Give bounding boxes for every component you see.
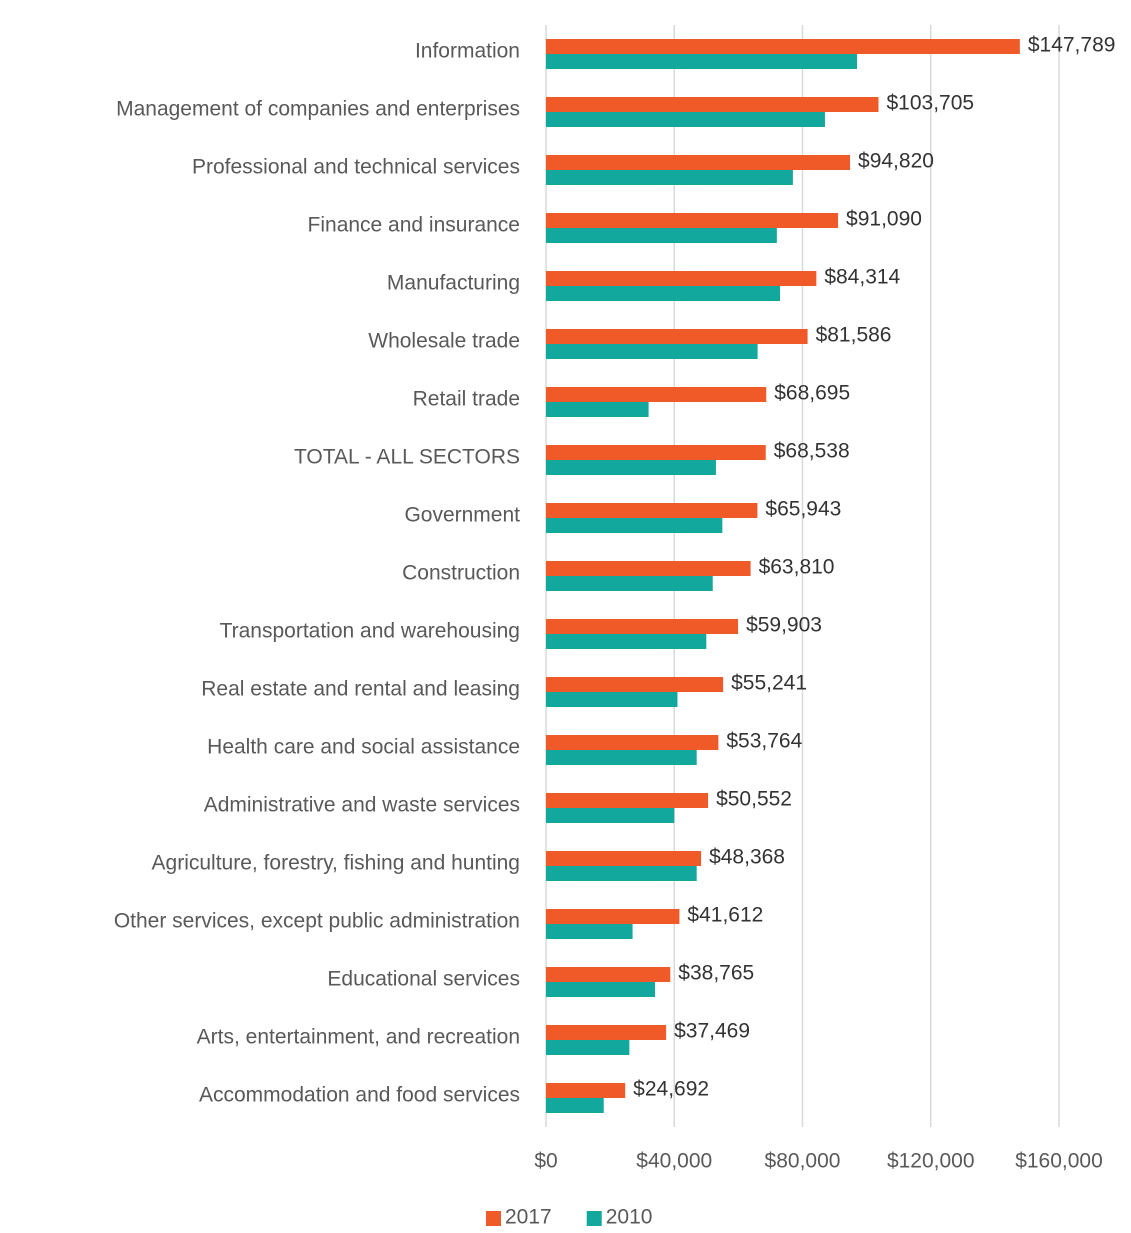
bar [546,692,678,707]
y-tick-label: Manufacturing [387,272,520,295]
bar [546,851,702,866]
bar [546,213,839,228]
bar [546,112,825,127]
value-label: $24,692 [633,1078,709,1101]
y-tick-label: Other services, except public administra… [114,910,520,933]
x-tick-label: $80,000 [765,1150,841,1173]
legend-label: 2017 [505,1206,552,1229]
bar [546,1098,604,1113]
value-label: $55,241 [731,672,807,695]
bar [546,39,1020,54]
value-label: $103,705 [887,92,975,115]
bar [546,808,675,823]
value-label: $59,903 [746,614,822,637]
y-tick-label: Retail trade [413,388,520,411]
value-label: $81,586 [816,324,892,347]
y-tick-label: Real estate and rental and leasing [201,678,520,701]
value-label: $37,469 [674,1020,750,1043]
y-tick-label: TOTAL - ALL SECTORS [294,446,520,469]
value-label: $63,810 [759,556,835,579]
bar [546,866,697,881]
bar [546,387,767,402]
bar [546,344,758,359]
bar [546,170,793,185]
x-tick-label: $160,000 [1015,1150,1103,1173]
y-tick-label: Professional and technical services [192,156,520,179]
y-tick-label: Administrative and waste services [204,794,520,817]
value-label: $91,090 [846,208,922,231]
y-tick-label: Wholesale trade [368,330,520,353]
value-label: $50,552 [716,788,792,811]
legend-swatch [586,1211,602,1226]
value-label: $41,612 [687,904,763,927]
bar [546,677,724,692]
bar [546,286,781,301]
bar [546,155,851,170]
bar [546,576,713,591]
y-tick-label: Health care and social assistance [207,736,520,759]
x-tick-label: $0 [534,1150,557,1173]
x-tick-label: $40,000 [636,1150,712,1173]
bar [546,1083,626,1098]
bar [546,924,633,939]
x-tick-label: $120,000 [887,1150,975,1173]
value-label: $48,368 [709,846,785,869]
bar [546,750,697,765]
bar [546,982,656,997]
value-label: $147,789 [1028,34,1116,57]
bar [546,735,719,750]
y-tick-label: Management of companies and enterprises [116,98,520,121]
bar [546,271,817,286]
legend-swatch [486,1211,501,1226]
bar [546,97,879,112]
y-tick-label: Finance and insurance [308,214,520,237]
value-label: $38,765 [678,962,754,985]
bar [546,228,777,243]
value-label: $84,314 [824,266,900,289]
bar [546,518,723,533]
bar [546,909,680,924]
bar [546,402,649,417]
value-label: $65,943 [765,498,841,521]
y-tick-label: Information [415,40,520,63]
bar [546,619,739,634]
bar [546,793,709,808]
bar [546,561,751,576]
value-label: $68,538 [774,440,850,463]
legend-label: 2010 [606,1206,653,1229]
bar [546,1040,630,1055]
y-tick-label: Arts, entertainment, and recreation [197,1026,520,1049]
bar [546,460,716,475]
value-label: $53,764 [726,730,802,753]
bar [546,967,671,982]
y-tick-label: Transportation and warehousing [220,620,520,643]
y-tick-label: Agriculture, forestry, fishing and hunti… [152,852,520,875]
bar [546,503,758,518]
y-tick-label: Construction [402,562,520,585]
value-label: $94,820 [858,150,934,173]
bar [546,1025,667,1040]
bar [546,329,808,344]
y-tick-label: Educational services [327,968,520,991]
bar [546,634,707,649]
y-tick-label: Government [404,504,520,527]
y-tick-label: Accommodation and food services [199,1084,520,1107]
bar [546,54,858,69]
bar [546,445,766,460]
value-label: $68,695 [774,382,850,405]
